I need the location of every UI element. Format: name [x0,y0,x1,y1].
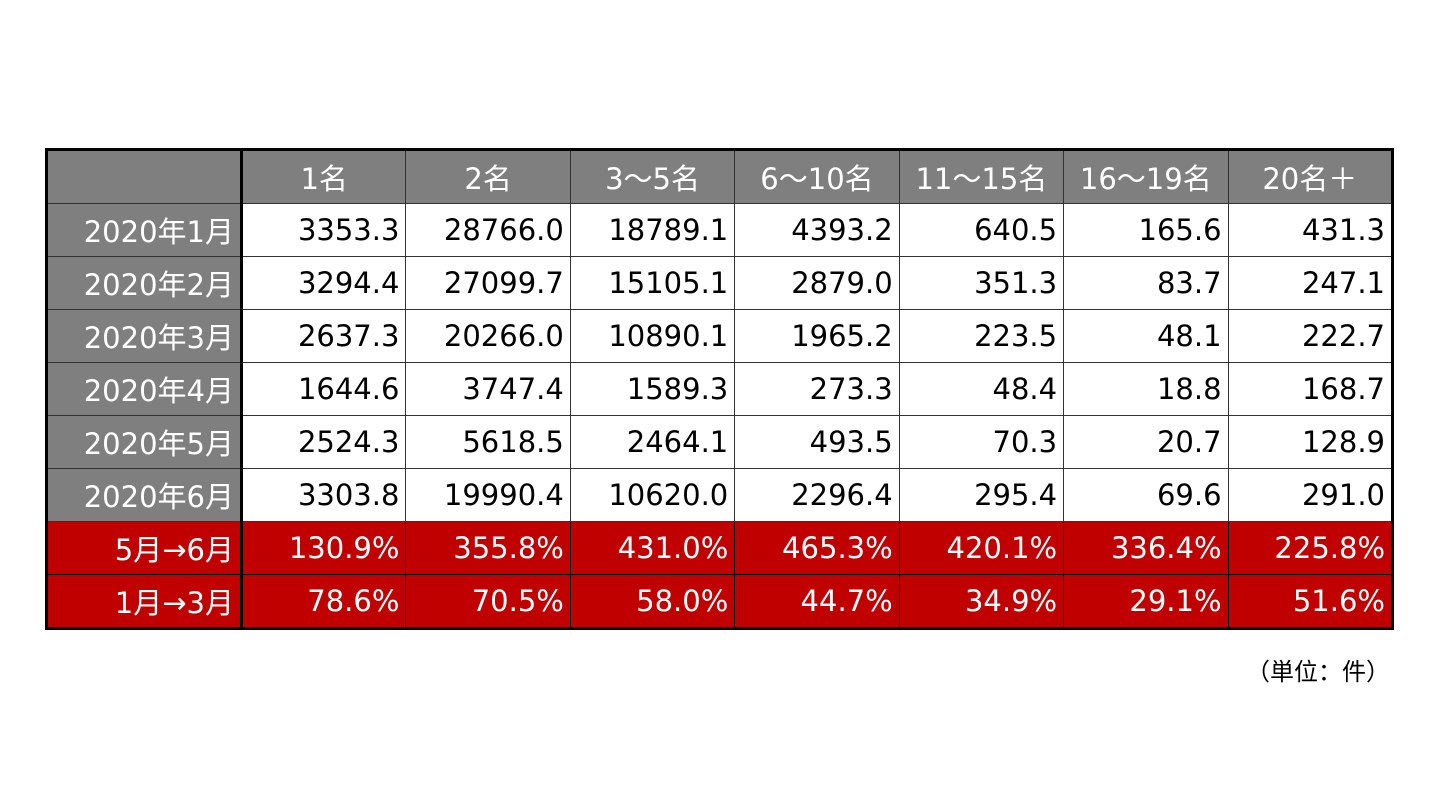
header-cell: 20名＋ [1227,149,1394,204]
unit-note: （単位：件） [1246,658,1390,686]
header-row: 1名 2名 3～5名 6～10名 11～15名 16～19名 20名＋ [46,149,1394,204]
cell: 3303.8 [240,468,407,522]
cell: 10890.1 [569,309,736,363]
cell: 2637.3 [240,309,407,363]
cell: 20266.0 [405,309,571,363]
row-label: 1月→3月 [46,574,243,629]
cell: 2296.4 [734,468,900,522]
data-table: 1名 2名 3～5名 6～10名 11～15名 16～19名 20名＋ 2020年1月 335… [45,148,1394,630]
cell: 1644.6 [240,362,407,416]
row-label: 2020年5月 [46,415,243,469]
cell: 431.3 [1227,203,1394,257]
data-row: 2020年4月 1644.6 3747.4 1589.3 273.3 48.4 18.8 16… [46,362,1394,416]
cell: 10620.0 [569,468,736,522]
change-row: 5月→6月 130.9% 355.8% 431.0% 465.3% 420.1% 336.4… [46,521,1394,575]
cell: 247.1 [1227,256,1394,310]
cell: 1965.2 [734,309,900,363]
data-row: 2020年1月 3353.3 28766.0 18789.1 4393.2 640.5 16… [46,203,1394,257]
cell: 128.9 [1227,415,1394,469]
cell: 27099.7 [405,256,571,310]
cell: 18789.1 [569,203,736,257]
cell: 420.1% [898,521,1065,575]
cell: 51.6% [1227,574,1394,629]
header-cell: 6～10名 [734,149,900,204]
cell: 273.3 [734,362,900,416]
cell: 130.9% [240,521,407,575]
row-label: 2020年3月 [46,309,243,363]
cell: 2464.1 [569,415,736,469]
cell: 223.5 [898,309,1065,363]
header-cell: 1名 [240,149,407,204]
cell: 3747.4 [405,362,571,416]
cell: 5618.5 [405,415,571,469]
cell: 70.5% [405,574,571,629]
cell: 168.7 [1227,362,1394,416]
cell: 355.8% [405,521,571,575]
cell: 291.0 [1227,468,1394,522]
cell: 351.3 [898,256,1065,310]
data-row: 2020年2月 3294.4 27099.7 15105.1 2879.0 351.3 83… [46,256,1394,310]
header-cell: 16～19名 [1063,149,1229,204]
cell: 640.5 [898,203,1065,257]
cell: 28766.0 [405,203,571,257]
cell: 19990.4 [405,468,571,522]
cell: 225.8% [1227,521,1394,575]
cell: 48.4 [898,362,1065,416]
cell: 70.3 [898,415,1065,469]
corner-cell [46,149,243,204]
cell: 465.3% [734,521,900,575]
cell: 222.7 [1227,309,1394,363]
row-label: 2020年1月 [46,203,243,257]
header-cell: 11～15名 [898,149,1065,204]
header-cell: 2名 [405,149,571,204]
cell: 18.8 [1063,362,1229,416]
change-row: 1月→3月 78.6% 70.5% 58.0% 44.7% 34.9% 29.1% 51.6% [46,574,1394,629]
cell: 69.6 [1063,468,1229,522]
data-row: 2020年6月 3303.8 19990.4 10620.0 2296.4 295.4 69… [46,468,1394,522]
cell: 4393.2 [734,203,900,257]
cell: 2524.3 [240,415,407,469]
cell: 3294.4 [240,256,407,310]
cell: 29.1% [1063,574,1229,629]
cell: 3353.3 [240,203,407,257]
cell: 15105.1 [569,256,736,310]
cell: 165.6 [1063,203,1229,257]
data-row: 2020年5月 2524.3 5618.5 2464.1 493.5 70.3 20.7 12… [46,415,1394,469]
cell: 493.5 [734,415,900,469]
data-row: 2020年3月 2637.3 20266.0 10890.1 1965.2 223.5 48… [46,309,1394,363]
cell: 83.7 [1063,256,1229,310]
cell: 336.4% [1063,521,1229,575]
cell: 58.0% [569,574,736,629]
row-label: 5月→6月 [46,521,243,575]
cell: 20.7 [1063,415,1229,469]
header-cell: 3～5名 [569,149,736,204]
cell: 34.9% [898,574,1065,629]
cell: 44.7% [734,574,900,629]
row-label: 2020年4月 [46,362,243,416]
cell: 48.1 [1063,309,1229,363]
cell: 78.6% [240,574,407,629]
cell: 1589.3 [569,362,736,416]
cell: 2879.0 [734,256,900,310]
cell: 295.4 [898,468,1065,522]
row-label: 2020年6月 [46,468,243,522]
table-body: 1名 2名 3～5名 6～10名 11～15名 16～19名 20名＋ 2020年1月 335… [46,149,1394,629]
cell: 431.0% [569,521,736,575]
row-label: 2020年2月 [46,256,243,310]
